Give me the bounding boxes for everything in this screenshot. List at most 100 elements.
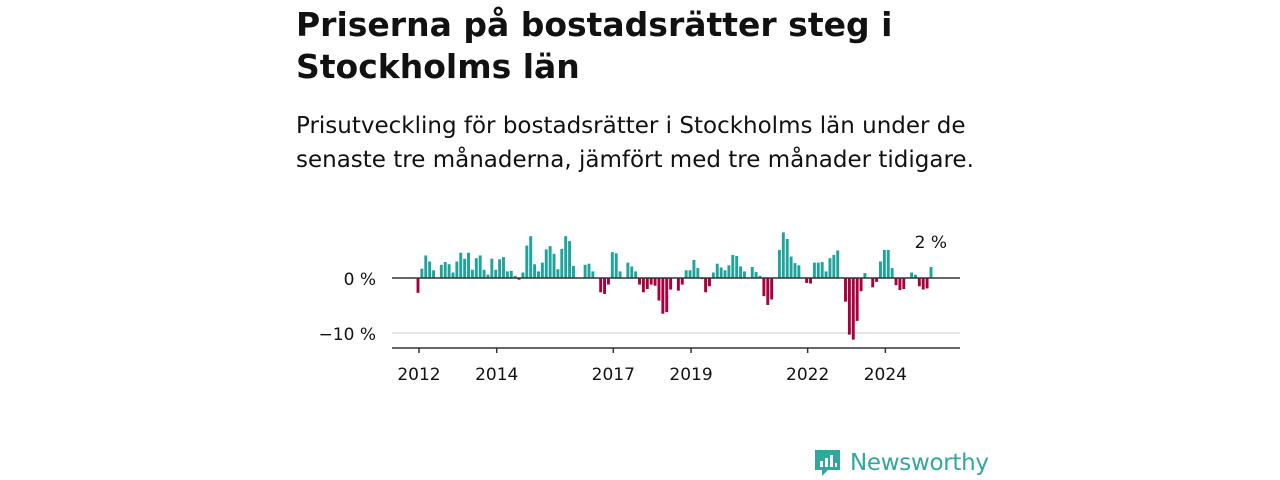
bar <box>439 264 443 278</box>
bar <box>447 264 451 278</box>
bar <box>902 278 906 289</box>
bar <box>494 269 498 278</box>
bar <box>560 248 564 278</box>
bar <box>443 262 447 278</box>
bar <box>797 265 801 278</box>
bar <box>762 278 766 297</box>
bar <box>824 271 828 278</box>
bar <box>812 262 816 278</box>
bar <box>482 269 486 278</box>
y-tick-label: 0 % <box>344 270 376 290</box>
bar <box>851 278 855 340</box>
bar <box>618 271 622 278</box>
bar <box>599 278 603 293</box>
bar <box>517 278 521 280</box>
bar <box>886 249 890 278</box>
bar <box>649 278 653 285</box>
x-tick-label: 2022 <box>786 365 829 385</box>
bar <box>459 252 463 278</box>
bar <box>684 270 688 278</box>
bar <box>781 232 785 278</box>
bar <box>875 278 879 282</box>
bar <box>455 261 459 278</box>
bar <box>898 278 902 291</box>
x-tick-label: 2024 <box>864 365 907 385</box>
bar <box>836 250 840 278</box>
bar <box>587 263 591 278</box>
bar <box>742 271 746 278</box>
bar <box>816 262 820 278</box>
bar <box>680 278 684 285</box>
chart-title: Priserna på bostadsrätter steg i Stockho… <box>296 5 893 86</box>
bar <box>863 273 867 278</box>
newsworthy-logo-icon <box>815 450 840 476</box>
bar <box>805 278 809 283</box>
bar <box>583 264 587 278</box>
bar <box>513 275 517 278</box>
bar <box>929 267 933 278</box>
bar <box>657 278 661 301</box>
bar <box>505 271 509 278</box>
bar <box>754 271 758 278</box>
bar <box>540 262 544 278</box>
bar <box>859 278 863 292</box>
bar <box>571 265 575 278</box>
bar <box>750 267 754 278</box>
x-tick-label: 2012 <box>397 365 440 385</box>
bar <box>832 254 836 278</box>
bar <box>871 278 875 288</box>
bar <box>432 270 436 278</box>
bar <box>606 278 610 285</box>
bar <box>715 263 719 278</box>
bar <box>509 270 513 278</box>
bar <box>770 278 774 300</box>
bar <box>766 278 770 305</box>
bar <box>420 268 424 278</box>
newsworthy-logo: Newsworthy <box>814 446 989 480</box>
bar <box>463 258 467 278</box>
bar <box>478 255 482 278</box>
bar <box>537 271 540 278</box>
bar <box>777 249 781 278</box>
bar <box>910 272 914 278</box>
bar <box>723 270 727 278</box>
bar <box>739 266 743 278</box>
bar <box>696 268 700 278</box>
bar <box>758 275 762 278</box>
x-tick-label: 2019 <box>669 365 712 385</box>
bar <box>603 278 607 294</box>
x-tick-label: 2017 <box>592 365 635 385</box>
bar <box>630 266 634 278</box>
bar <box>789 256 793 278</box>
bar <box>809 278 812 284</box>
bar <box>552 253 556 278</box>
bar <box>711 272 715 278</box>
bar <box>486 274 490 278</box>
bar <box>828 258 832 278</box>
bar <box>634 271 638 278</box>
bar <box>704 278 708 293</box>
bar <box>568 241 572 278</box>
bar <box>820 262 824 278</box>
bar <box>424 255 428 278</box>
bar <box>564 236 568 278</box>
bar <box>502 257 505 278</box>
bar <box>548 246 552 278</box>
bar <box>719 267 723 278</box>
bar <box>882 249 886 278</box>
bar <box>490 258 494 278</box>
bar <box>731 254 735 278</box>
bar <box>676 278 680 291</box>
bar <box>416 278 420 293</box>
logo-text: Newsworthy <box>850 450 989 476</box>
bar <box>638 278 641 285</box>
bar <box>894 278 898 286</box>
bar <box>917 278 921 287</box>
bar <box>451 272 455 278</box>
bar <box>626 262 630 278</box>
bar <box>533 264 537 278</box>
bar <box>913 274 917 278</box>
bar <box>669 278 673 290</box>
bar <box>921 278 925 290</box>
bar <box>525 245 529 278</box>
